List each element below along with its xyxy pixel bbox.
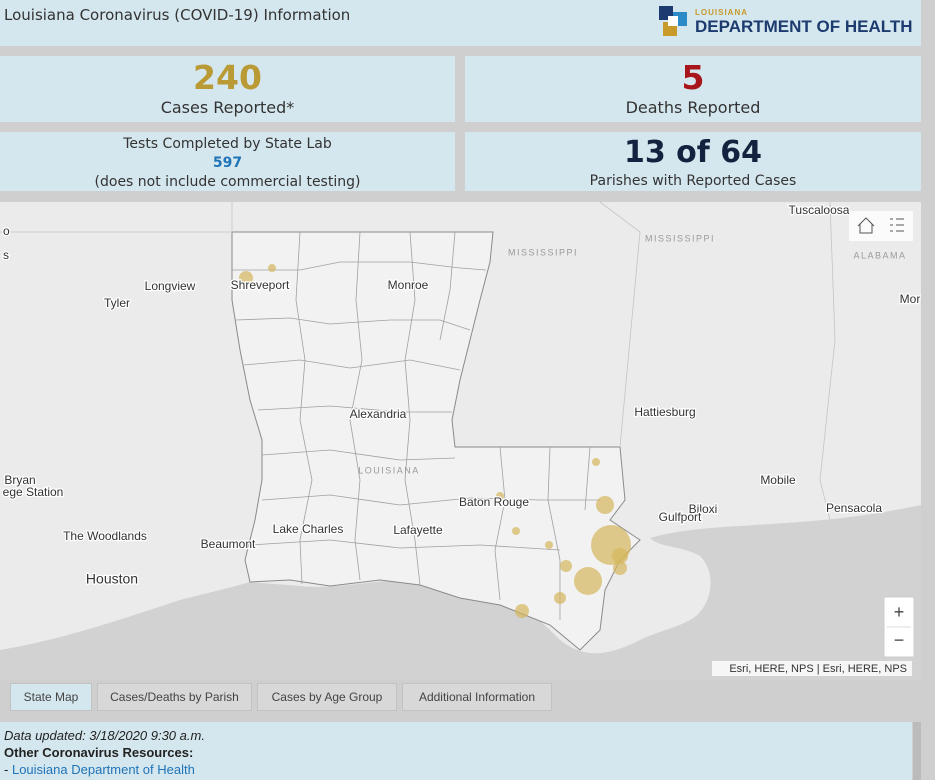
tests-value: 597	[212, 155, 243, 171]
home-button[interactable]	[857, 217, 875, 234]
deaths-value: 5	[681, 58, 705, 97]
cases-value: 240	[193, 58, 262, 97]
resource-link[interactable]: Louisiana Department of Health	[11, 762, 195, 777]
map-label: ege Station	[3, 485, 64, 499]
tab[interactable]: Additional Information	[402, 683, 552, 711]
map-label: Monroe	[388, 278, 429, 292]
map-label: o	[3, 224, 10, 238]
bullet: -	[4, 762, 9, 777]
parishes-value: 13 of 64	[623, 135, 763, 170]
map-label: Mobile	[760, 473, 796, 487]
map-label: Pensacola	[826, 501, 882, 515]
page-title: Louisiana Coronavirus (COVID-19) Informa…	[4, 6, 351, 24]
tests-panel: Tests Completed by State Lab 597 (does n…	[0, 132, 455, 191]
deaths-label: Deaths Reported	[625, 98, 761, 117]
map-label: LOUISIANA	[358, 465, 420, 475]
layer-list-button[interactable]	[890, 218, 904, 232]
map[interactable]: Tuscaloosa MISSISSIPPI MISSISSIPPI ALABAMA M…	[0, 202, 921, 680]
attribution: Esri, HERE, NPS | Esri, HERE, NPS	[729, 663, 907, 675]
scrollbar[interactable]	[913, 722, 921, 780]
map-label: Biloxi	[689, 502, 718, 516]
map-label: MISSISSIPPI	[645, 233, 715, 243]
map-tools[interactable]: + − Esri, HERE, NPS | Esri, HERE, NPS	[712, 211, 915, 676]
tests-note: (does not include commercial testing)	[94, 174, 361, 190]
map-label: Alexandria	[350, 407, 407, 421]
map-label: Tuscaloosa	[789, 203, 850, 217]
cases-panel: 240 Cases Reported*	[0, 56, 455, 122]
attribution-bg	[712, 661, 912, 676]
map-label: Hattiesburg	[634, 405, 695, 419]
map-label: Longview	[145, 279, 196, 293]
zoom-in[interactable]: +	[894, 602, 905, 622]
map-label: Tyler	[104, 296, 130, 310]
map-label: Houston	[86, 571, 138, 587]
tests-label: Tests Completed by State Lab	[123, 136, 332, 152]
map-label: Beaumont	[201, 537, 256, 551]
cases-label: Cases Reported*	[160, 98, 295, 117]
logo-main: DEPARTMENT OF HEALTH	[695, 17, 913, 36]
map-label: Lafayette	[393, 523, 443, 537]
updated: Data updated: 3/18/2020 9:30 a.m.	[4, 728, 205, 743]
map-label: Baton Rouge	[459, 495, 529, 509]
tab[interactable]: Cases/Deaths by Parish	[97, 683, 252, 711]
tab[interactable]: Cases by Age Group	[257, 683, 397, 711]
map-label: The Woodlands	[63, 529, 147, 543]
map-label: Bryan	[4, 473, 35, 487]
logo: LOUISIANA DEPARTMENT OF HEALTH	[655, 4, 915, 40]
map-label: Gulfport	[659, 510, 702, 524]
tab[interactable]: State Map	[10, 683, 92, 711]
state-borders	[0, 202, 836, 521]
map-label: ALABAMA	[853, 250, 906, 260]
resources-title: Other Coronavirus Resources:	[4, 745, 194, 760]
map-label: s	[3, 248, 9, 262]
parish-lines	[232, 231, 600, 620]
map-labels: Tuscaloosa MISSISSIPPI MISSISSIPPI ALABAMA M…	[1, 202, 921, 588]
zoom-out[interactable]: −	[894, 630, 905, 650]
map-label: Lake Charles	[273, 522, 344, 536]
louisiana-outline	[231, 231, 641, 651]
resource-item: - Louisiana Department of Health	[4, 762, 195, 777]
parishes-label: Parishes with Reported Cases	[589, 173, 797, 189]
logo-top: LOUISIANA	[695, 8, 748, 17]
parishes-panel: 13 of 64 Parishes with Reported Cases	[465, 132, 921, 191]
deaths-panel: 5 Deaths Reported	[465, 56, 921, 122]
header: Louisiana Coronavirus (COVID-19) Informa…	[0, 0, 921, 46]
logo-icon	[659, 6, 687, 36]
tab-bar: State Map Cases/Deaths by Parish Cases b…	[0, 680, 921, 720]
case-bubbles	[239, 264, 631, 618]
footer: Data updated: 3/18/2020 9:30 a.m. Other …	[0, 722, 912, 780]
map-label: Mor	[900, 292, 921, 306]
map-label: MISSISSIPPI	[508, 247, 578, 257]
map-label: Shreveport	[231, 278, 290, 292]
